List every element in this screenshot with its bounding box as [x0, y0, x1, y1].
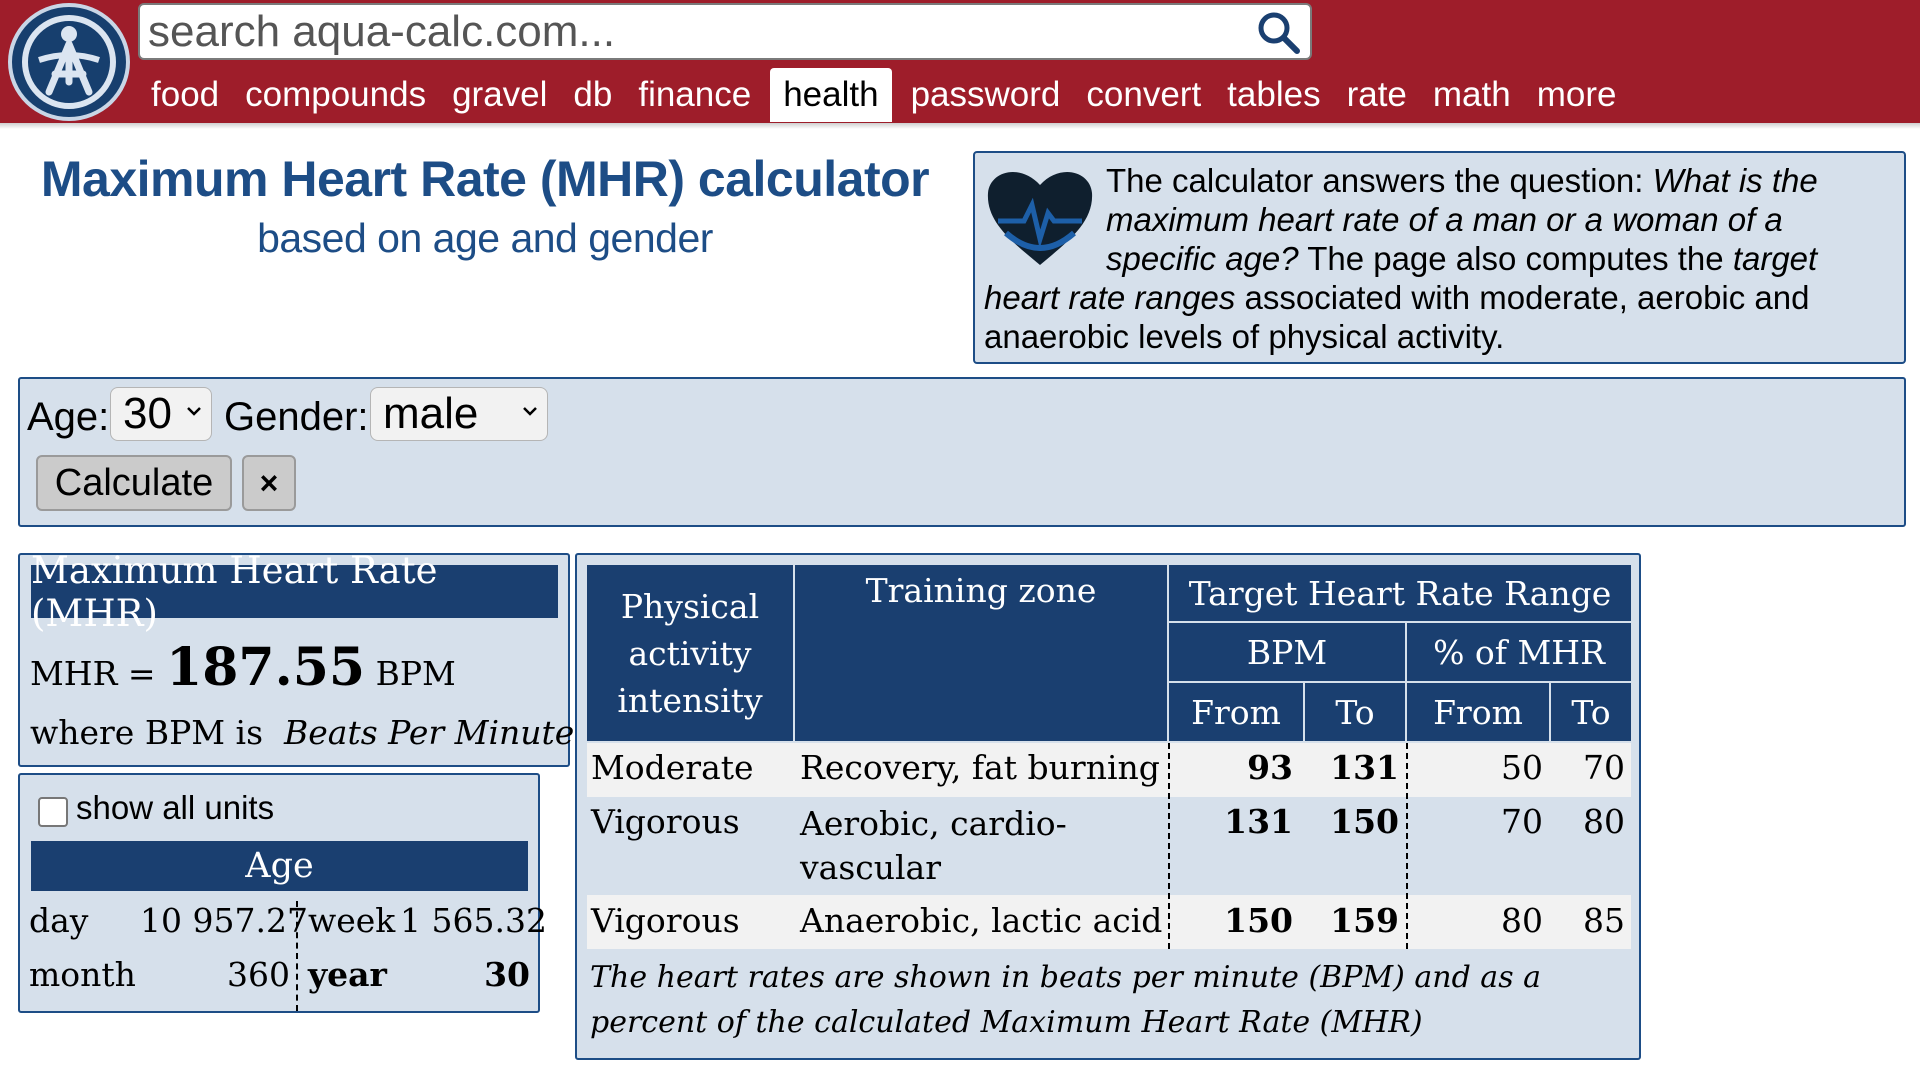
row1-pct-to: 70	[1583, 748, 1625, 787]
age-divider	[296, 901, 298, 1011]
row3-bpm-from: 150	[1224, 901, 1293, 940]
row2-bpm-to: 150	[1330, 802, 1399, 841]
nav-rate[interactable]: rate	[1346, 75, 1407, 114]
year-value: 30	[484, 955, 530, 994]
row2-pct-to: 80	[1583, 802, 1625, 841]
mhr-prefix: MHR =	[30, 654, 156, 693]
info-text-3: associated with moderate, aerobic and an…	[984, 279, 1810, 355]
where-prefix: where BPM is	[30, 713, 264, 752]
month-label: month	[29, 955, 136, 994]
th-pct: % of MHR	[1407, 623, 1631, 681]
row2-bpm-from: 131	[1224, 802, 1293, 841]
search-box	[138, 3, 1312, 60]
training-zones-table: Physical activity intensity Training zon…	[575, 553, 1641, 1060]
row2-pct-from: 70	[1501, 802, 1543, 841]
header-shadow	[0, 123, 1920, 129]
row1-pct-from: 50	[1501, 748, 1543, 787]
nav-compounds[interactable]: compounds	[245, 75, 427, 114]
search-icon[interactable]	[1256, 10, 1300, 54]
mhr-value-line: MHR = 187.55 BPM	[30, 637, 456, 698]
nav-more[interactable]: more	[1536, 75, 1617, 114]
mhr-result-panel: Maximum Heart Rate (MHR) MHR = 187.55 BP…	[18, 549, 574, 767]
search-input[interactable]	[148, 5, 1248, 58]
row1-intensity: Moderate	[591, 748, 754, 787]
heart-icon	[987, 171, 1093, 265]
show-all-units-checkbox[interactable]	[38, 797, 68, 827]
column-divider	[1168, 743, 1170, 949]
info-question: What is the maximum heart rate of a man …	[1106, 162, 1818, 277]
row2-zone: Aerobic, cardio-vascular	[800, 804, 1067, 887]
table-row-bg	[587, 797, 1631, 895]
row1-zone: Recovery, fat burning	[800, 748, 1160, 787]
chevron-down-icon	[187, 407, 201, 416]
age-table-header: Age	[31, 841, 528, 891]
row3-bpm-to: 159	[1330, 901, 1399, 940]
th-bpm: BPM	[1169, 623, 1405, 681]
th-bpm-to: To	[1305, 683, 1405, 741]
clear-button[interactable]: ×	[242, 455, 296, 511]
age-label: Age:	[27, 395, 110, 439]
page-subtitle: based on age and gender	[257, 215, 713, 261]
gender-select[interactable]: male	[370, 387, 548, 441]
day-label: day	[29, 901, 89, 940]
table-row-bg	[587, 743, 1631, 797]
week-value: 1 565.32	[400, 901, 547, 940]
row3-pct-to: 85	[1583, 901, 1625, 940]
row3-intensity: Vigorous	[591, 901, 740, 940]
info-box: The calculator answers the question: Wha…	[973, 151, 1906, 364]
nav-math[interactable]: math	[1432, 75, 1511, 114]
nav-finance[interactable]: finance	[638, 75, 752, 114]
th-intensity: Physical activity intensity	[587, 565, 793, 741]
table-note: The heart rates are shown in beats per m…	[590, 960, 1542, 1040]
chevron-down-icon	[523, 407, 537, 416]
nav-gravel[interactable]: gravel	[452, 75, 548, 114]
calculator-form: Age: 30 Gender: male Calculate ×	[18, 377, 1906, 527]
mhr-value: 187.55	[166, 637, 366, 698]
row1-bpm-to: 131	[1330, 748, 1399, 787]
nav-health[interactable]: health	[770, 68, 892, 122]
row3-zone: Anaerobic, lactic acid	[800, 901, 1163, 940]
info-text-2: The page also computes the	[1298, 240, 1733, 277]
day-value: 10 957.27	[140, 901, 308, 940]
mhr-unit: BPM	[375, 654, 456, 693]
month-value: 360	[227, 955, 290, 994]
site-logo[interactable]	[8, 3, 130, 121]
th-pct-from: From	[1407, 683, 1549, 741]
info-target: target heart rate ranges	[984, 240, 1818, 316]
column-divider	[1406, 743, 1408, 949]
nav-db[interactable]: db	[573, 75, 613, 114]
th-pct-to: To	[1551, 683, 1631, 741]
info-text-1: The calculator answers the question:	[1106, 162, 1653, 199]
nav-convert[interactable]: convert	[1086, 75, 1202, 114]
nav-password[interactable]: password	[910, 75, 1061, 114]
th-bpm-from: From	[1169, 683, 1303, 741]
th-zone: Training zone	[795, 565, 1167, 741]
calculate-button[interactable]: Calculate	[36, 455, 232, 511]
age-select-value: 30	[123, 389, 172, 438]
nav-food[interactable]: food	[151, 75, 220, 114]
page-title: Maximum Heart Rate (MHR) calculator	[40, 151, 930, 207]
week-label: week	[308, 901, 396, 940]
mhr-explanation: where BPM is Beats Per Minute	[30, 713, 574, 752]
main-nav: food compounds gravel db finance health …	[138, 68, 1629, 122]
show-all-units-label[interactable]: show all units	[76, 789, 275, 826]
gender-label: Gender:	[224, 395, 369, 439]
th-target: Target Heart Rate Range	[1169, 565, 1631, 621]
year-label: year	[308, 955, 387, 994]
table-row-bg	[587, 895, 1631, 949]
site-header: food compounds gravel db finance health …	[0, 0, 1920, 123]
logo-icon	[22, 15, 116, 109]
nav-tables[interactable]: tables	[1227, 75, 1321, 114]
age-units-panel: show all units Age day 10 957.27 week 1 …	[18, 773, 547, 1013]
row3-pct-from: 80	[1501, 901, 1543, 940]
row1-bpm-from: 93	[1247, 748, 1293, 787]
age-select[interactable]: 30	[110, 387, 212, 441]
mhr-title: Maximum Heart Rate (MHR)	[31, 549, 558, 635]
row2-intensity: Vigorous	[591, 802, 740, 841]
gender-select-value: male	[383, 389, 479, 438]
where-italic: Beats Per Minute	[284, 713, 575, 752]
